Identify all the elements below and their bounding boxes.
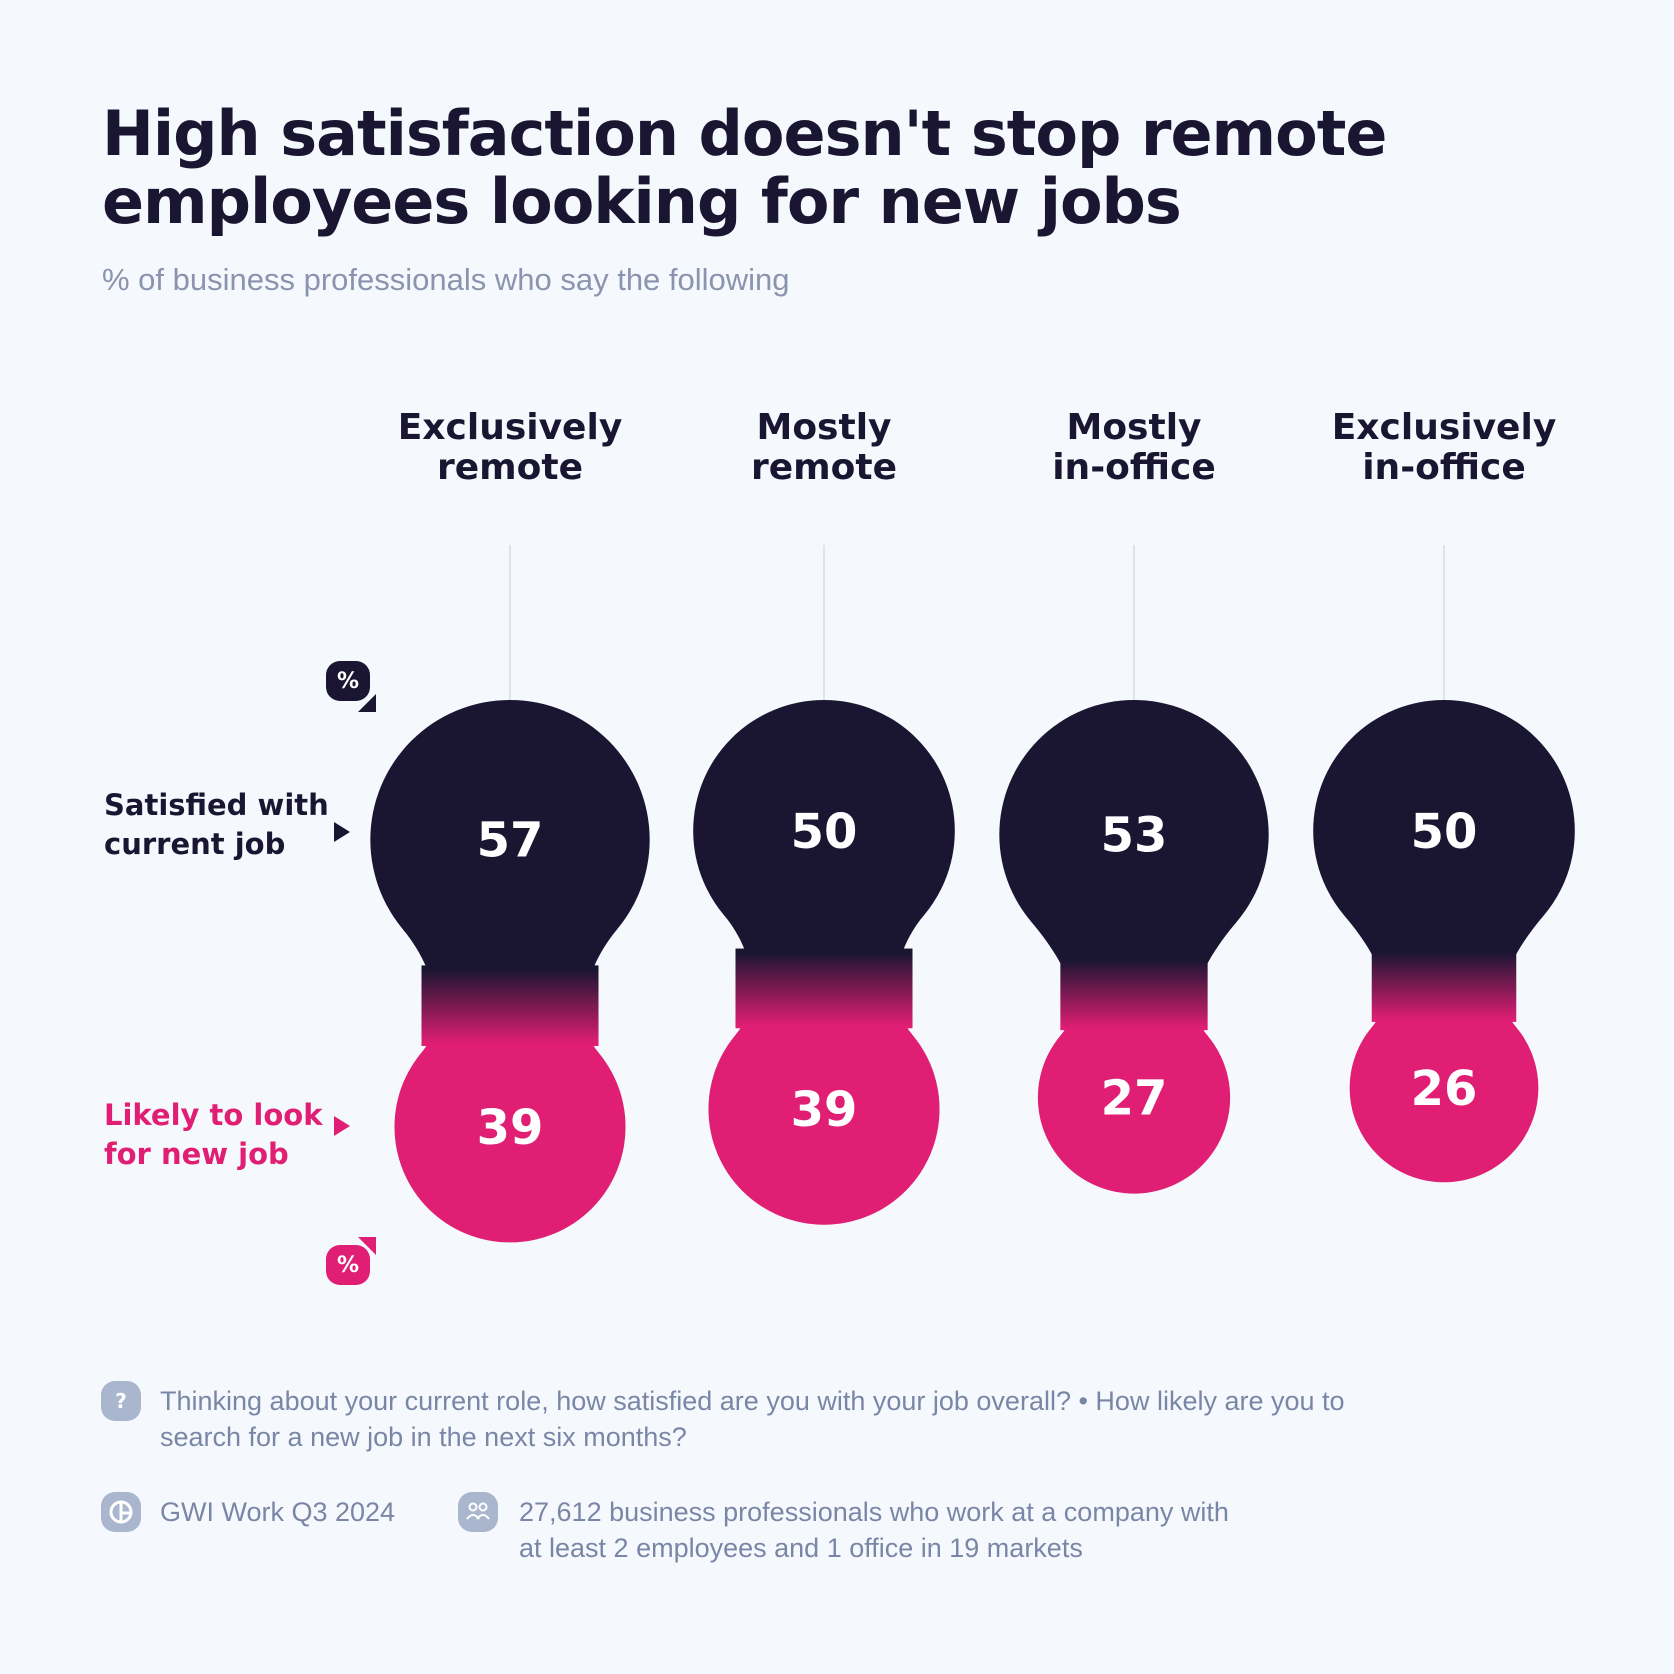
bubble-blend [1371, 948, 1517, 1022]
question-text: Thinking about your current role, how sa… [160, 1383, 1345, 1455]
chart-subtitle: % of business professionals who say the … [102, 262, 790, 297]
satisfied-bubble [370, 700, 650, 980]
column-header-line: Mostly [756, 407, 892, 448]
likely-bubble [1037, 1001, 1231, 1194]
percent-badge-pink: % [326, 1245, 370, 1285]
series-label-satisfied: Satisfied with current job [104, 786, 329, 864]
likely-value-label: 26 [1411, 1061, 1478, 1117]
percent-badge-dark: % [326, 661, 370, 701]
column-header-line: remote [750, 447, 898, 488]
likely-value-label: 27 [1101, 1070, 1168, 1126]
satisfied-value-label: 53 [1101, 808, 1168, 864]
label-line: Likely to look [104, 1098, 323, 1132]
column-header: Mostly in-office [984, 408, 1284, 488]
satisfied-bubble [999, 700, 1269, 970]
likely-bubble [394, 1011, 626, 1243]
question-line: search for a new job in the next six mon… [160, 1422, 687, 1452]
badge-corner-icon [358, 694, 376, 712]
column-header-line: Exclusively [397, 407, 623, 448]
label-line: current job [104, 827, 286, 861]
bubble-blend [421, 965, 599, 1047]
bubble-blend [1060, 955, 1208, 1031]
people-icon [458, 1492, 498, 1532]
sample-line: at least 2 employees and 1 office in 19 … [519, 1533, 1083, 1563]
satisfied-value-label: 50 [1411, 804, 1478, 860]
chart-area: 57 39 50 39 53 27 50 26 [370, 545, 1575, 1243]
arrow-right-icon [334, 822, 350, 842]
sample-line: 27,612 business professionals who work a… [519, 1497, 1229, 1527]
column-header: Exclusively in-office [1294, 408, 1594, 488]
satisfied-value-label: 50 [791, 804, 858, 860]
question-icon: ? [101, 1381, 141, 1421]
source-text: GWI Work Q3 2024 [160, 1497, 396, 1527]
likely-value-label: 39 [791, 1082, 858, 1138]
column-header-line: Exclusively [1331, 407, 1557, 448]
gwi-logo-icon [101, 1492, 141, 1532]
series-label-likely: Likely to look for new job [104, 1096, 323, 1174]
badge-corner-icon [358, 1237, 376, 1255]
label-line: Satisfied with [104, 788, 329, 822]
satisfied-value-label: 57 [477, 813, 544, 869]
label-line: for new job [104, 1137, 289, 1171]
column-header-line: in-office [1362, 447, 1526, 488]
column-header: Exclusively remote [360, 408, 660, 488]
chart-title: High satisfaction doesn't stop remote em… [102, 97, 1387, 238]
column-header-line: Mostly [1066, 407, 1202, 448]
satisfied-bubble [693, 700, 955, 962]
sample-text: 27,612 business professionals who work a… [519, 1494, 1229, 1566]
satisfied-bubble [1313, 700, 1575, 962]
likely-value-label: 39 [477, 1100, 544, 1156]
arrow-right-icon [334, 1116, 350, 1136]
column-header: Mostly remote [674, 408, 974, 488]
column-header-line: remote [436, 447, 584, 488]
question-line: Thinking about your current role, how sa… [160, 1386, 1345, 1416]
bubble-blend [735, 948, 913, 1029]
likely-bubble [1349, 993, 1539, 1183]
likely-bubble [708, 993, 940, 1225]
column-header-line: in-office [1052, 447, 1216, 488]
